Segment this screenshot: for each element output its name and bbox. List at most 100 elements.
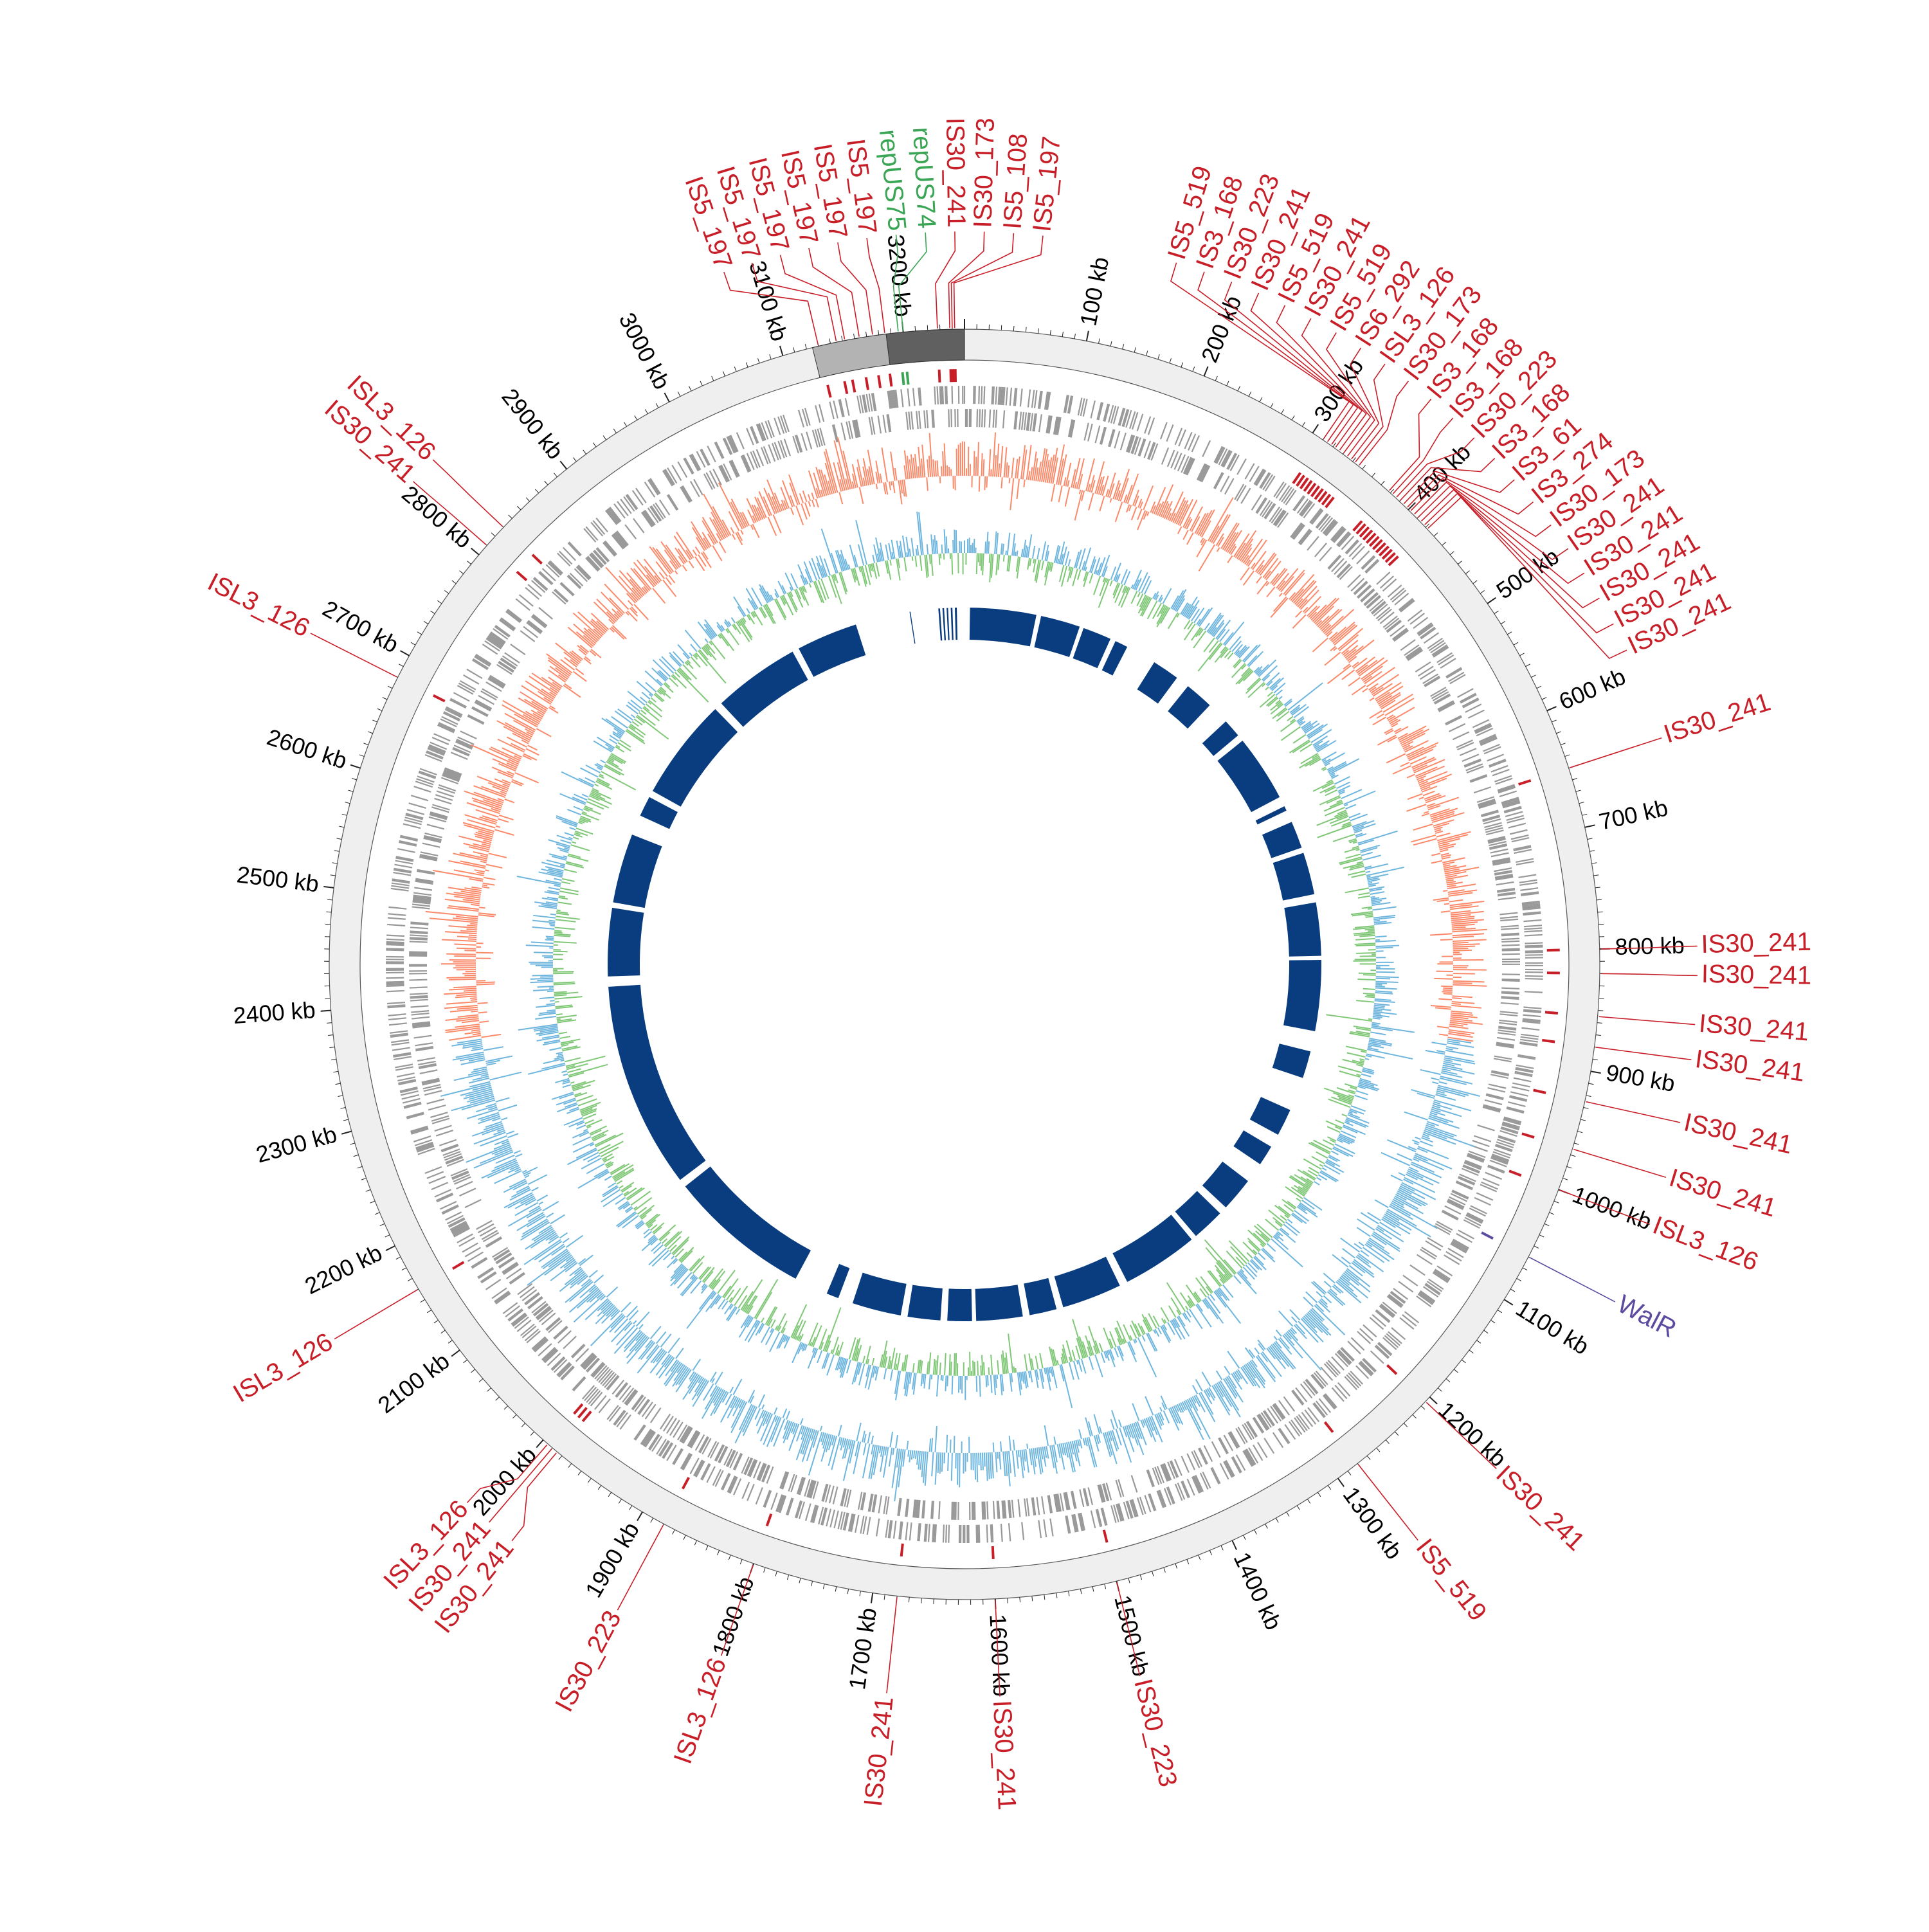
cds-gene	[475, 701, 491, 710]
minor-tick	[1307, 1499, 1310, 1504]
cds-gene	[1502, 980, 1520, 981]
gc-bar	[816, 499, 819, 507]
gc-skew-bar	[1024, 1354, 1027, 1371]
gc-skew-bar	[691, 1281, 702, 1294]
gc-bar	[502, 1118, 507, 1120]
gc-skew-bar	[974, 539, 975, 553]
gc-bar	[471, 887, 482, 889]
cds-gene	[390, 1031, 408, 1033]
gc-bar	[1031, 467, 1033, 480]
minor-tick	[1572, 779, 1577, 780]
gc-skew-bar	[1069, 559, 1071, 566]
minor-tick	[526, 498, 529, 501]
gc-skew-bar	[935, 1360, 936, 1375]
gc-skew-bar	[1296, 1198, 1301, 1202]
feature-mark	[844, 381, 847, 394]
minor-tick	[1593, 875, 1598, 876]
minor-tick	[380, 1223, 385, 1225]
gc-bar	[543, 1202, 559, 1211]
gc-bar	[943, 451, 944, 476]
gc-bar	[476, 980, 485, 981]
gc-bar	[1164, 1411, 1170, 1423]
gc-skew-bar	[1355, 943, 1375, 944]
major-tick	[1547, 707, 1557, 710]
cds-gene	[397, 1073, 414, 1076]
cds-gene	[1485, 1100, 1502, 1105]
cds-gene	[1388, 1296, 1402, 1306]
gc-bar	[733, 1379, 741, 1395]
gc-skew-bar	[565, 1058, 581, 1061]
gc-bar	[563, 1238, 569, 1243]
cds-gene	[1499, 913, 1517, 915]
gc-skew-bar	[1359, 1059, 1364, 1060]
minor-tick	[823, 1584, 824, 1589]
gc-bar	[1006, 462, 1008, 477]
gc-bar	[940, 476, 941, 483]
minor-tick	[793, 347, 795, 352]
minor-tick	[740, 1559, 742, 1564]
gc-bar	[486, 865, 502, 868]
gc-bar	[1422, 813, 1429, 816]
gc-skew-bar	[1121, 569, 1127, 584]
gc-skew-bar	[1146, 1333, 1155, 1351]
gc-skew-bar	[1293, 735, 1306, 743]
cds-gene	[1383, 579, 1397, 591]
minor-tick	[535, 489, 538, 493]
gc-bar	[1452, 927, 1466, 928]
cds-gene	[855, 1515, 858, 1532]
gc-bar	[515, 1154, 522, 1157]
cds-gene	[1202, 440, 1210, 456]
cds-gene	[1301, 501, 1312, 516]
minor-tick	[608, 1492, 611, 1497]
backbone-ring	[329, 329, 1600, 1600]
gc-skew-bar	[1350, 814, 1368, 820]
tick-label: 2200 kb	[301, 1239, 386, 1299]
cds-gene	[388, 1018, 406, 1020]
gc-skew-bar	[1314, 1182, 1319, 1185]
cds-gene	[1488, 1165, 1505, 1171]
minor-tick	[1597, 1023, 1602, 1024]
cds-gene	[995, 410, 997, 428]
cds-gene	[1178, 455, 1185, 471]
cds-gene	[569, 542, 581, 555]
minor-tick	[1596, 1035, 1601, 1036]
cds-gene	[1328, 555, 1340, 568]
cds-gene	[1442, 1211, 1458, 1220]
gc-bar	[1370, 710, 1382, 718]
cds-gene	[691, 455, 699, 471]
gc-skew-bar	[561, 1071, 566, 1072]
cds-gene	[387, 925, 405, 926]
minor-tick	[1519, 653, 1524, 656]
minor-tick	[327, 899, 332, 900]
tick-label: 1400 kb	[1229, 1548, 1287, 1634]
cds-gene	[867, 1517, 871, 1535]
minor-tick	[431, 611, 435, 613]
minor-tick	[545, 481, 548, 485]
gc-skew-bar	[563, 1085, 571, 1087]
gc-skew-bar	[1367, 1049, 1413, 1059]
gc-bar	[979, 476, 980, 491]
minor-tick	[758, 358, 760, 363]
cds-gene	[1524, 928, 1542, 929]
tick-label: 2300 kb	[253, 1121, 340, 1168]
gc-skew-bar	[570, 1082, 574, 1083]
gc-skew-bar	[578, 1171, 608, 1188]
gc-bar	[989, 449, 990, 476]
gc-bar	[1387, 1140, 1415, 1151]
minor-tick	[1562, 1178, 1568, 1180]
gc-bar	[1147, 512, 1149, 516]
minor-tick	[1381, 481, 1384, 485]
gc-bar	[696, 546, 700, 554]
cds-gene	[422, 844, 440, 847]
minor-tick	[1593, 1059, 1598, 1060]
minor-tick	[1254, 1530, 1257, 1534]
gc-bar	[864, 1434, 866, 1443]
cds-gene	[1182, 1481, 1190, 1497]
minor-tick	[1013, 326, 1014, 331]
minor-tick	[1353, 458, 1356, 462]
cds-gene	[468, 715, 484, 723]
gc-bar	[929, 456, 930, 477]
cds-gene	[1501, 926, 1519, 927]
gc-skew-bar	[1376, 972, 1395, 973]
cds-gene	[599, 1399, 610, 1413]
